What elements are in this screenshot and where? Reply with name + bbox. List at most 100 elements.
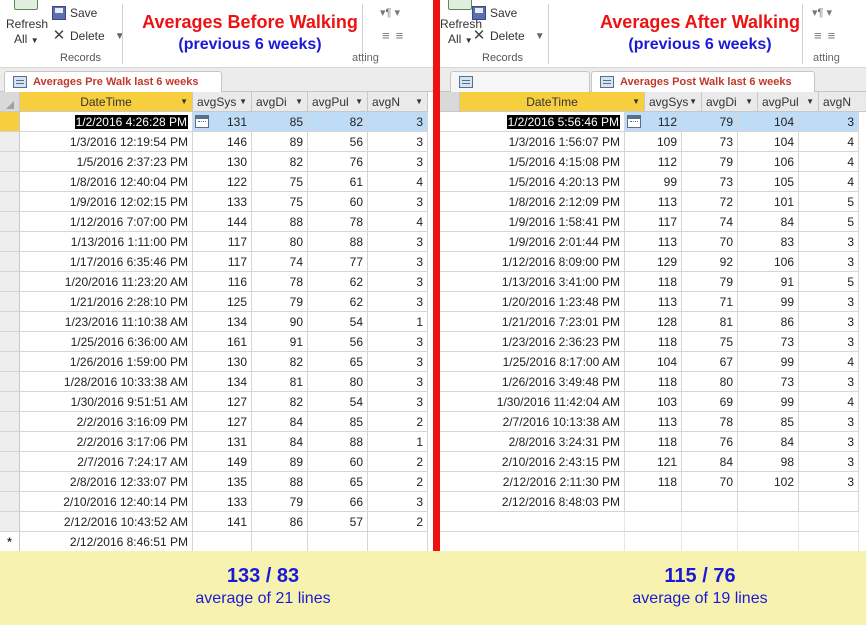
cell-avgsys[interactable]: 113: [625, 412, 682, 432]
cell-avgsys[interactable]: 144: [193, 212, 252, 232]
cell-avgn[interactable]: 4: [368, 212, 428, 232]
cell-avgpul[interactable]: 85: [738, 412, 799, 432]
cell-avgpul[interactable]: 80: [308, 372, 368, 392]
cell-datetime[interactable]: 1/5/2016 4:20:13 PM: [440, 172, 625, 192]
cell-avgpul[interactable]: 62: [308, 292, 368, 312]
table-row[interactable]: 1/2/2016 4:26:28 PM 131 85 82 3: [0, 112, 428, 132]
cell-avgn[interactable]: 3: [799, 232, 859, 252]
cell-avgdi[interactable]: 73: [682, 172, 738, 192]
cell-avgsys[interactable]: 141: [193, 512, 252, 532]
cell-avgsys[interactable]: 131: [193, 432, 252, 452]
cell-datetime[interactable]: 1/23/2016 2:36:23 PM: [440, 332, 625, 352]
table-row[interactable]: 2/2/2016 3:17:06 PM 131 84 88 1: [0, 432, 428, 452]
table-row[interactable]: 1/5/2016 4:15:08 PM 112 79 106 4: [440, 152, 859, 172]
table-row[interactable]: 2/2/2016 3:16:09 PM 127 84 85 2: [0, 412, 428, 432]
cell-avgsys[interactable]: 104: [625, 352, 682, 372]
cell-avgsys[interactable]: 116: [193, 272, 252, 292]
cell-avgpul[interactable]: 98: [738, 452, 799, 472]
cell-avgsys[interactable]: 128: [625, 312, 682, 332]
cell-avgsys[interactable]: 133: [193, 192, 252, 212]
cell-avgn[interactable]: 3: [368, 152, 428, 172]
cell-datetime[interactable]: 1/25/2016 8:17:00 AM: [440, 352, 625, 372]
cell-avgpul[interactable]: 65: [308, 352, 368, 372]
cell-avgn[interactable]: 3: [799, 472, 859, 492]
cell-avgdi[interactable]: 78: [682, 412, 738, 432]
save-button[interactable]: Save: [52, 4, 97, 22]
cell-avgpul[interactable]: 88: [308, 432, 368, 452]
record-selector[interactable]: [0, 492, 20, 512]
cell-avgn[interactable]: 3: [368, 252, 428, 272]
cell-avgpul[interactable]: 82: [308, 112, 368, 132]
cell-avgn[interactable]: 2: [368, 472, 428, 492]
cell-avgpul[interactable]: 99: [738, 392, 799, 412]
cell-avgdi[interactable]: 88: [252, 212, 308, 232]
table-row[interactable]: 1/13/2016 1:11:00 PM 117 80 88 3: [0, 232, 428, 252]
table-row[interactable]: 2/8/2016 3:24:31 PM 118 76 84 3: [440, 432, 859, 452]
table-row[interactable]: 1/26/2016 1:59:00 PM 130 82 65 3: [0, 352, 428, 372]
cell-datetime[interactable]: 1/30/2016 9:51:51 AM: [20, 392, 193, 412]
cell-datetime[interactable]: 2/10/2016 2:43:15 PM: [440, 452, 625, 472]
cell-avgdi[interactable]: 76: [682, 432, 738, 452]
cell-avgn[interactable]: 3: [799, 372, 859, 392]
cell-avgn[interactable]: 3: [368, 232, 428, 252]
cell-avgpul[interactable]: 102: [738, 472, 799, 492]
record-selector[interactable]: [0, 252, 20, 272]
table-row[interactable]: 2/10/2016 2:43:15 PM 121 84 98 3: [440, 452, 859, 472]
cell-avgpul[interactable]: 84: [738, 212, 799, 232]
cell-avgpul[interactable]: 54: [308, 312, 368, 332]
table-row[interactable]: 2/12/2016 10:43:52 AM 141 86 57 2: [0, 512, 428, 532]
cell-avgpul[interactable]: 65: [308, 472, 368, 492]
cell-datetime[interactable]: 2/12/2016 2:11:30 PM: [440, 472, 625, 492]
cell-datetime[interactable]: 2/12/2016 8:46:51 PM: [20, 532, 193, 551]
cell-avgsys[interactable]: 135: [193, 472, 252, 492]
cell-avgsys[interactable]: 118: [625, 332, 682, 352]
cell-avgn[interactable]: 3: [799, 452, 859, 472]
align-icons[interactable]: ≡≡: [382, 28, 410, 43]
table-row[interactable]: 1/30/2016 11:42:04 AM 103 69 99 4: [440, 392, 859, 412]
cell-avgn[interactable]: 1: [368, 432, 428, 452]
cell-avgn[interactable]: 4: [799, 132, 859, 152]
cell-avgsys[interactable]: 134: [193, 312, 252, 332]
chevron-down-icon[interactable]: ▼: [114, 30, 125, 42]
align-icons[interactable]: ≡≡: [814, 28, 842, 43]
cell-avgdi[interactable]: 82: [252, 352, 308, 372]
cell-avgpul[interactable]: 86: [738, 312, 799, 332]
cell-datetime[interactable]: 2/8/2016 3:24:31 PM: [440, 432, 625, 452]
table-row[interactable]: 1/8/2016 12:40:04 PM 122 75 61 4: [0, 172, 428, 192]
cell-datetime[interactable]: 2/7/2016 10:13:38 AM: [440, 412, 625, 432]
cell-avgdi[interactable]: 79: [252, 492, 308, 512]
cell-avgsys[interactable]: 146: [193, 132, 252, 152]
cell-avgpul[interactable]: 99: [738, 292, 799, 312]
cell-avgn[interactable]: 3: [368, 372, 428, 392]
chevron-down-icon[interactable]: ▼: [745, 97, 753, 106]
chevron-down-icon[interactable]: ▼: [180, 97, 188, 106]
table-row[interactable]: 2/10/2016 12:40:14 PM 133 79 66 3: [0, 492, 428, 512]
cell-avgdi[interactable]: 75: [682, 332, 738, 352]
cell-avgdi[interactable]: 90: [252, 312, 308, 332]
table-row[interactable]: 1/23/2016 2:36:23 PM 118 75 73 3: [440, 332, 859, 352]
cell-avgsys[interactable]: 112: [625, 112, 682, 132]
cell-avgsys[interactable]: 130: [193, 352, 252, 372]
cell-avgdi[interactable]: 70: [682, 232, 738, 252]
record-selector[interactable]: [0, 232, 20, 252]
chevron-down-icon[interactable]: ▼: [534, 30, 545, 42]
cell-avgn[interactable]: 3: [799, 312, 859, 332]
cell-avgdi[interactable]: 84: [252, 412, 308, 432]
table-row[interactable]: 1/28/2016 10:33:38 AM 134 81 80 3: [0, 372, 428, 392]
cell-datetime[interactable]: 1/20/2016 1:23:48 PM: [440, 292, 625, 312]
cell-avgn[interactable]: 1: [368, 312, 428, 332]
cell-avgn[interactable]: 3: [799, 252, 859, 272]
column-header-datetime[interactable]: DateTime ▼: [460, 92, 645, 112]
cell-avgsys[interactable]: 118: [625, 432, 682, 452]
record-selector[interactable]: [0, 412, 20, 432]
tab-post-walk[interactable]: Averages Post Walk last 6 weeks: [591, 71, 815, 92]
record-selector[interactable]: [0, 292, 20, 312]
cell-avgpul[interactable]: 78: [308, 212, 368, 232]
cell-avgpul[interactable]: 104: [738, 132, 799, 152]
table-row[interactable]: 1/2/2016 5:56:46 PM 112 79 104 3: [440, 112, 859, 132]
cell-datetime[interactable]: 2/2/2016 3:16:09 PM: [20, 412, 193, 432]
chevron-down-icon[interactable]: ▼: [415, 97, 423, 106]
record-selector[interactable]: [0, 272, 20, 292]
cell-avgsys[interactable]: 109: [625, 132, 682, 152]
cell-datetime[interactable]: 2/2/2016 3:17:06 PM: [20, 432, 193, 452]
